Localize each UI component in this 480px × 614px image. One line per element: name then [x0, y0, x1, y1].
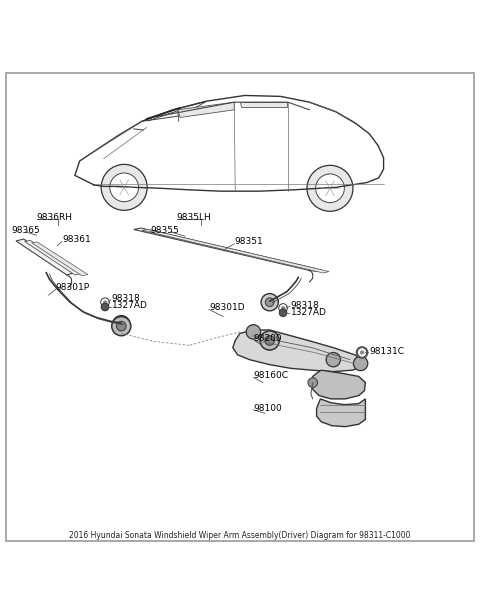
Circle shape	[112, 317, 131, 336]
Circle shape	[103, 300, 107, 304]
Text: 98318: 98318	[291, 301, 320, 309]
Text: 98200: 98200	[253, 333, 282, 343]
Text: 9835LH: 9835LH	[177, 212, 212, 222]
Circle shape	[117, 320, 126, 328]
Text: 9836RH: 9836RH	[36, 212, 72, 222]
Circle shape	[360, 351, 364, 355]
Text: 98301P: 98301P	[56, 283, 90, 292]
Circle shape	[265, 336, 275, 345]
Circle shape	[279, 309, 287, 317]
Polygon shape	[142, 101, 206, 122]
Circle shape	[261, 293, 278, 311]
Polygon shape	[142, 230, 323, 271]
Circle shape	[260, 331, 279, 350]
Text: 98361: 98361	[62, 236, 91, 244]
Text: 98355: 98355	[150, 226, 179, 235]
Text: 98365: 98365	[11, 226, 40, 235]
Text: 1327AD: 1327AD	[112, 301, 148, 310]
Text: 98131C: 98131C	[369, 346, 404, 356]
Polygon shape	[240, 102, 287, 107]
Polygon shape	[32, 242, 88, 276]
Circle shape	[308, 378, 318, 387]
Circle shape	[110, 173, 139, 202]
Circle shape	[360, 350, 364, 355]
Circle shape	[265, 298, 274, 306]
Circle shape	[357, 348, 367, 357]
Circle shape	[101, 298, 109, 306]
Text: 1327AD: 1327AD	[291, 308, 326, 317]
Circle shape	[279, 304, 288, 313]
Text: 98100: 98100	[253, 404, 282, 413]
Circle shape	[307, 165, 353, 211]
Polygon shape	[233, 330, 363, 371]
Circle shape	[113, 316, 130, 333]
Circle shape	[101, 165, 147, 211]
Polygon shape	[311, 370, 365, 399]
Circle shape	[353, 356, 368, 371]
Text: 2016 Hyundai Sonata Windshield Wiper Arm Assembly(Driver) Diagram for 98311-C100: 2016 Hyundai Sonata Windshield Wiper Arm…	[69, 531, 411, 540]
Polygon shape	[178, 102, 234, 117]
Circle shape	[117, 321, 126, 331]
Polygon shape	[134, 228, 316, 270]
Text: 98160C: 98160C	[253, 371, 288, 381]
Circle shape	[326, 352, 340, 367]
Circle shape	[356, 347, 368, 358]
Circle shape	[281, 306, 285, 310]
Polygon shape	[149, 231, 329, 273]
Text: 98351: 98351	[234, 238, 263, 246]
Text: 98318: 98318	[112, 294, 141, 303]
Circle shape	[316, 174, 344, 203]
Circle shape	[101, 303, 109, 311]
Polygon shape	[24, 241, 81, 275]
Polygon shape	[317, 399, 365, 427]
Polygon shape	[16, 239, 75, 275]
Circle shape	[246, 325, 261, 339]
Text: 98301D: 98301D	[209, 303, 244, 313]
